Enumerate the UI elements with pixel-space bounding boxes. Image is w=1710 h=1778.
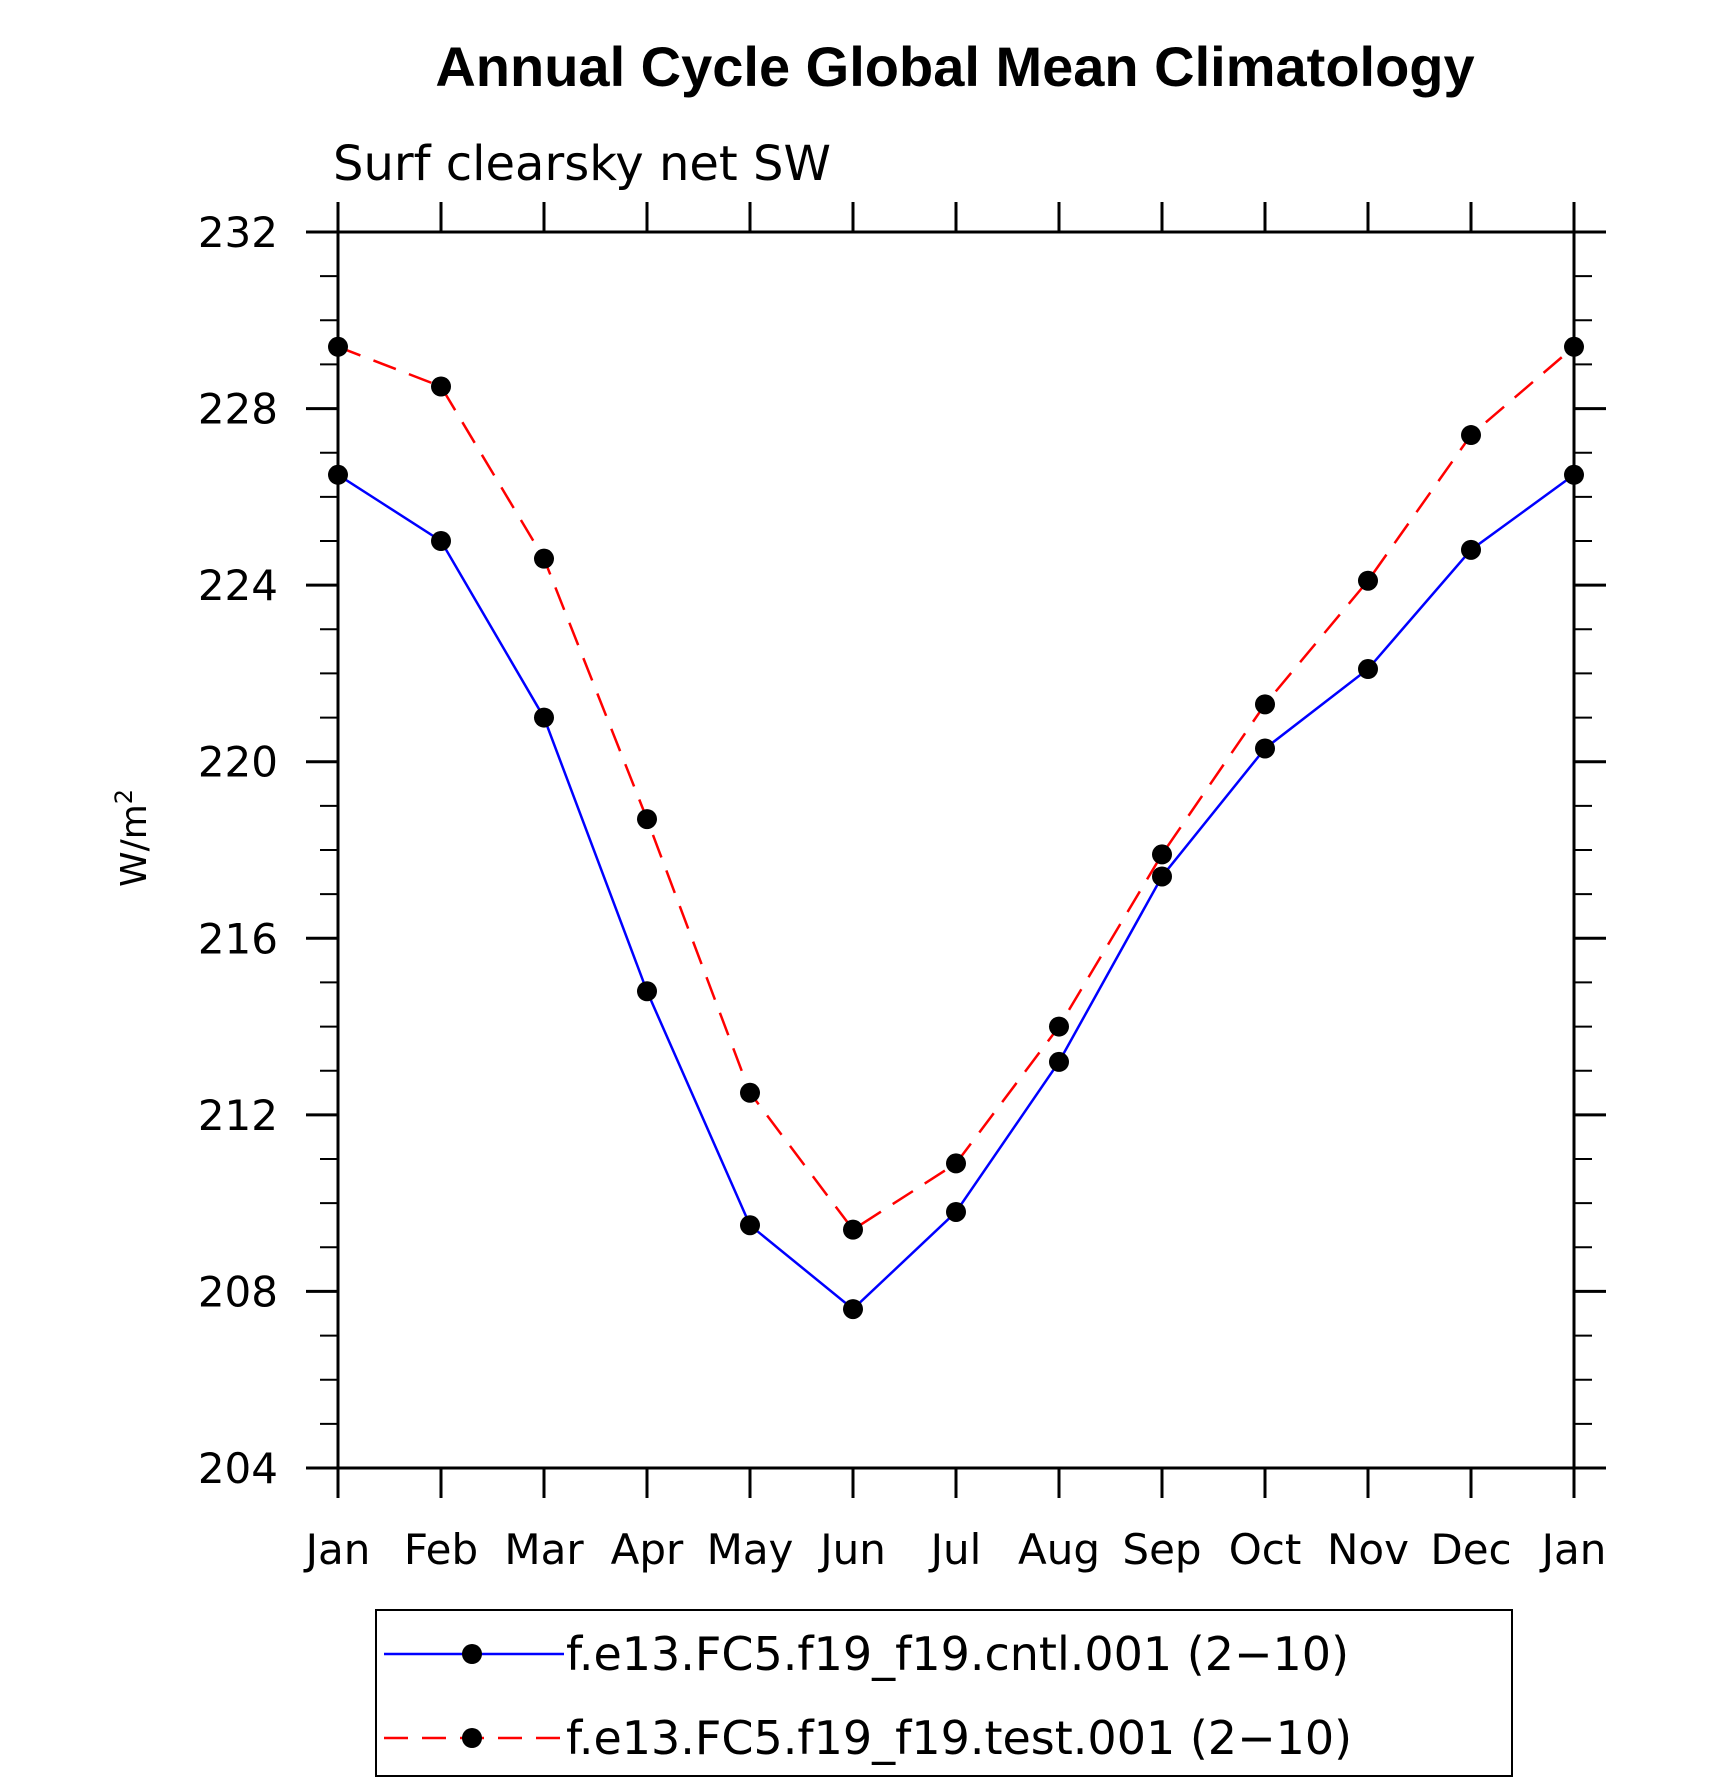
series-1-point: [1152, 844, 1172, 865]
x-tick-label: Mar: [504, 1525, 584, 1574]
series-0-point: [740, 1215, 760, 1236]
legend-label-0: f.e13.FC5.f19_f19.cntl.001 (2−10): [566, 1627, 1349, 1681]
y-axis-label: W/m2: [110, 789, 155, 887]
y-axis-label-text: W/m: [114, 804, 155, 887]
y-tick-label: 208: [198, 1267, 278, 1316]
axis-ticks: [306, 202, 1606, 1498]
y-tick-label: 212: [198, 1091, 278, 1140]
series-line-1: [337, 345, 1575, 1232]
legend-box: [375, 1609, 1513, 1777]
series-0-point: [1461, 539, 1481, 560]
y-tick-label: 224: [198, 561, 278, 610]
plot-frame: [336, 230, 1576, 1470]
x-tick-label: Jan: [1539, 1525, 1607, 1574]
legend-marker-0: [462, 1644, 482, 1664]
x-tick-label: Aug: [1018, 1525, 1100, 1574]
chart-title: Annual Cycle Global Mean Climatology: [435, 35, 1474, 98]
series-0-point: [1152, 866, 1172, 887]
series-0-point: [1358, 659, 1378, 680]
series-1-point: [431, 376, 451, 397]
series-line-0: [337, 473, 1575, 1311]
legend-marker-1: [462, 1728, 482, 1748]
series-1-point: [740, 1082, 760, 1103]
x-tick-label: Jan: [303, 1525, 371, 1574]
chart-subtitle: Surf clearsky net SW: [333, 136, 831, 192]
series-0-point: [1049, 1051, 1069, 1072]
x-tick-label: Jul: [928, 1525, 982, 1574]
x-tick-label: Oct: [1229, 1525, 1302, 1574]
series-1-point: [534, 548, 554, 569]
legend: f.e13.FC5.f19_f19.cntl.001 (2−10) f.e13.F…: [375, 1609, 1513, 1777]
tick-labels: Jan Feb Mar Apr May Jun Jul Aug Sep Oct Nov Dec Jan 2…: [198, 208, 1607, 1574]
x-tick-label: Dec: [1430, 1525, 1511, 1574]
y-tick-label: 216: [198, 914, 278, 963]
series-0-point: [534, 707, 554, 728]
series-1-point: [1255, 694, 1275, 715]
y-tick-label: 220: [198, 738, 278, 787]
svg-text:W/m2: W/m2: [110, 789, 155, 887]
x-tick-label: Feb: [404, 1525, 478, 1574]
y-axis-label-sup: 2: [110, 789, 138, 804]
series-1-point: [1358, 570, 1378, 591]
series-0-point: [637, 981, 657, 1002]
series-0-point: [946, 1201, 966, 1222]
series-0-point: [431, 531, 451, 551]
series-1-point: [637, 809, 657, 830]
series-1-point: [843, 1219, 863, 1240]
x-tick-label: Jun: [817, 1525, 886, 1574]
x-tick-label: May: [707, 1525, 794, 1574]
y-tick-label: 232: [198, 208, 278, 257]
series-markers: [328, 336, 1584, 1320]
series-0-point: [1255, 738, 1275, 759]
x-tick-label: Apr: [611, 1525, 684, 1574]
x-tick-label: Sep: [1122, 1525, 1201, 1574]
series-1-point: [1049, 1016, 1069, 1037]
series-1-point: [946, 1153, 966, 1174]
legend-label-1: f.e13.FC5.f19_f19.test.001 (2−10): [566, 1711, 1352, 1765]
series-0-point: [843, 1299, 863, 1320]
x-tick-label: Nov: [1327, 1525, 1409, 1574]
series-1-point: [1461, 425, 1481, 446]
y-tick-label: 204: [198, 1444, 278, 1493]
y-tick-label: 228: [198, 385, 278, 434]
